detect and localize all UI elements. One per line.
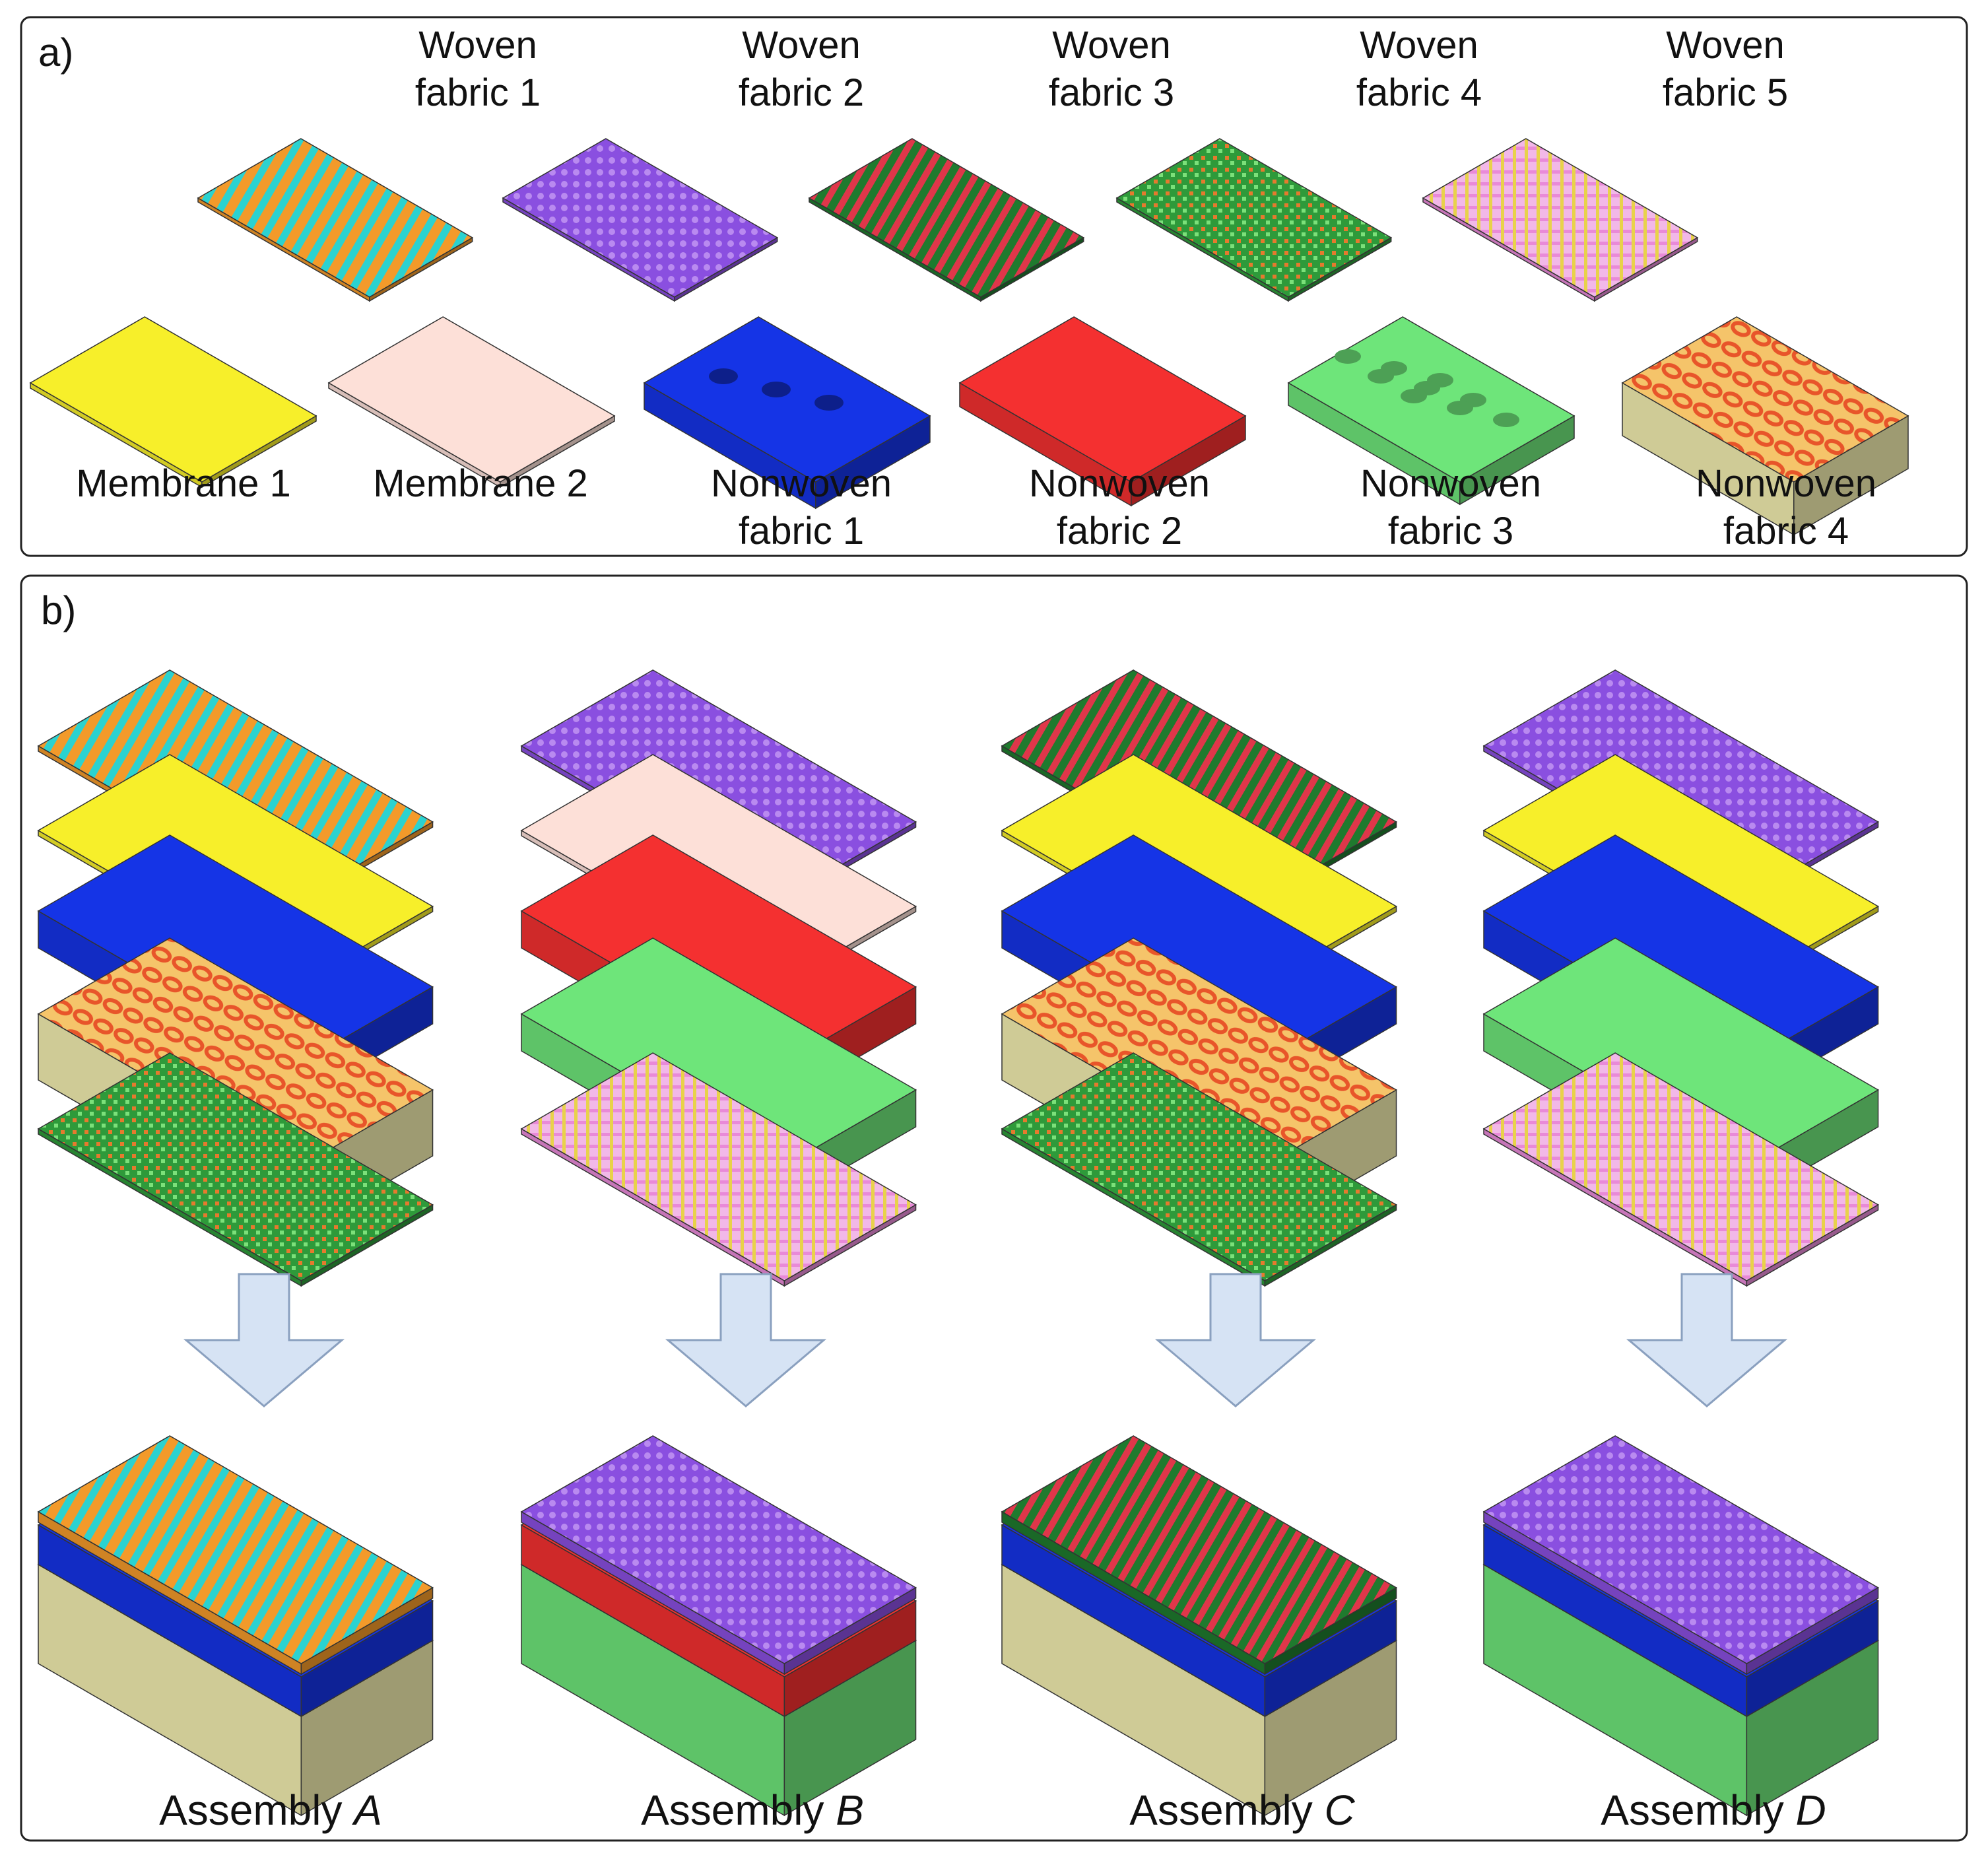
assembly-caption-letter: B xyxy=(836,1786,864,1834)
panel-a-label: a) xyxy=(38,30,73,75)
bottom-item-2-caption-line1: Membrane 2 xyxy=(373,462,588,505)
bottom-item-6-caption-line2: fabric 4 xyxy=(1723,510,1849,553)
perforation xyxy=(1493,413,1519,427)
bottom-item-5-caption-line1: Nonwoven xyxy=(1360,462,1541,505)
woven-fabric-3-caption-line1: Woven xyxy=(1052,24,1170,67)
bottom-item-5: Nonwoven fabric 3 xyxy=(1287,316,1575,553)
assembled-top xyxy=(37,1435,434,1675)
bottom-item-5-tile xyxy=(1287,316,1575,506)
bottom-item-4: Nonwoven fabric 2 xyxy=(958,316,1247,553)
woven-fabric-3-caption-line2: fabric 3 xyxy=(1049,71,1174,114)
down-arrow xyxy=(1154,1273,1317,1407)
assembled-top xyxy=(520,1435,917,1675)
assembled-top xyxy=(1001,1435,1398,1675)
bottom-item-5-caption-line2: fabric 3 xyxy=(1388,510,1513,553)
exploded-layer-5 xyxy=(1001,1052,1398,1287)
assembly-column-D: Assembly D xyxy=(1482,669,1880,1834)
assembled-top xyxy=(1482,1435,1880,1675)
exploded-layer-5 xyxy=(37,1052,434,1287)
bottom-item-2: Membrane 2 xyxy=(327,316,616,505)
bottom-item-6-tile xyxy=(1621,316,1909,536)
woven-fabric-5-caption-line2: fabric 5 xyxy=(1663,71,1788,114)
bottom-item-6: Nonwoven fabric 4 xyxy=(1621,316,1909,553)
bottom-item-4-caption-line1: Nonwoven xyxy=(1029,462,1210,505)
assembly-caption-letter: D xyxy=(1795,1786,1826,1834)
assembly-column-A: Assembly A xyxy=(37,669,434,1834)
panel-b-label: b) xyxy=(41,588,76,632)
assembly-caption-prefix: Assembly xyxy=(641,1786,836,1834)
perforation xyxy=(1447,401,1473,415)
down-arrow xyxy=(1626,1273,1788,1407)
bottom-item-3-tile xyxy=(643,316,931,510)
down-arrow xyxy=(665,1273,827,1407)
bottom-item-1-tile xyxy=(29,316,317,489)
assembly-column-B: Assembly B xyxy=(520,669,917,1834)
assembly-caption-prefix: Assembly xyxy=(159,1786,354,1834)
woven-fabric-3-tile xyxy=(808,138,1085,302)
bottom-item-3-caption-line2: fabric 1 xyxy=(739,510,864,553)
slot-hole xyxy=(709,368,738,384)
bottom-item-4-tile xyxy=(958,316,1247,507)
woven-fabric-5-tile xyxy=(1422,138,1699,302)
slot-hole xyxy=(814,395,844,411)
assembly-caption-prefix: Assembly xyxy=(1601,1786,1795,1834)
woven-fabric-1-tile xyxy=(197,138,474,302)
perforation xyxy=(1335,349,1361,364)
exploded-layer-5 xyxy=(1482,1052,1880,1287)
woven-fabric-4-caption-line1: Woven xyxy=(1360,24,1478,67)
bottom-item-1-caption-line1: Membrane 1 xyxy=(76,462,291,505)
exploded-layer-5 xyxy=(520,1052,917,1287)
woven-fabric-5-caption-line1: Woven xyxy=(1666,24,1784,67)
woven-fabric-2-tile xyxy=(502,138,779,302)
slot-hole xyxy=(762,382,791,397)
bottom-item-1: Membrane 1 xyxy=(29,316,317,505)
assembly-caption-letter: A xyxy=(351,1786,382,1834)
bottom-item-3: Nonwoven fabric 1 xyxy=(643,316,931,553)
woven-fabric-4-tile xyxy=(1115,138,1393,302)
perforation xyxy=(1368,369,1394,384)
woven-fabric-1-caption-line1: Woven xyxy=(418,24,537,67)
panel-b-frame xyxy=(20,574,1968,1842)
bottom-item-6-caption-line1: Nonwoven xyxy=(1696,462,1876,505)
assembly-caption-letter: C xyxy=(1324,1786,1355,1834)
bottom-item-3-caption-line1: Nonwoven xyxy=(711,462,892,505)
assembly-caption-A: Assembly A xyxy=(159,1786,382,1834)
woven-fabric-2-caption-line2: fabric 2 xyxy=(739,71,864,114)
panel-a-frame xyxy=(20,16,1968,557)
woven-fabric-1-caption-line2: fabric 1 xyxy=(415,71,541,114)
woven-fabric-4-caption-line2: fabric 4 xyxy=(1356,71,1482,114)
perforation xyxy=(1401,389,1427,403)
assembly-caption-C: Assembly C xyxy=(1129,1786,1355,1834)
assembly-caption-B: Assembly B xyxy=(641,1786,864,1834)
bottom-item-4-caption-line2: fabric 2 xyxy=(1057,510,1182,553)
woven-fabric-2-caption-line1: Woven xyxy=(742,24,860,67)
assembly-caption-prefix: Assembly xyxy=(1129,1786,1324,1834)
assembly-caption-D: Assembly D xyxy=(1601,1786,1826,1834)
down-arrow xyxy=(183,1273,345,1407)
bottom-item-2-tile xyxy=(327,316,616,489)
assembly-column-C: Assembly C xyxy=(1001,669,1398,1834)
